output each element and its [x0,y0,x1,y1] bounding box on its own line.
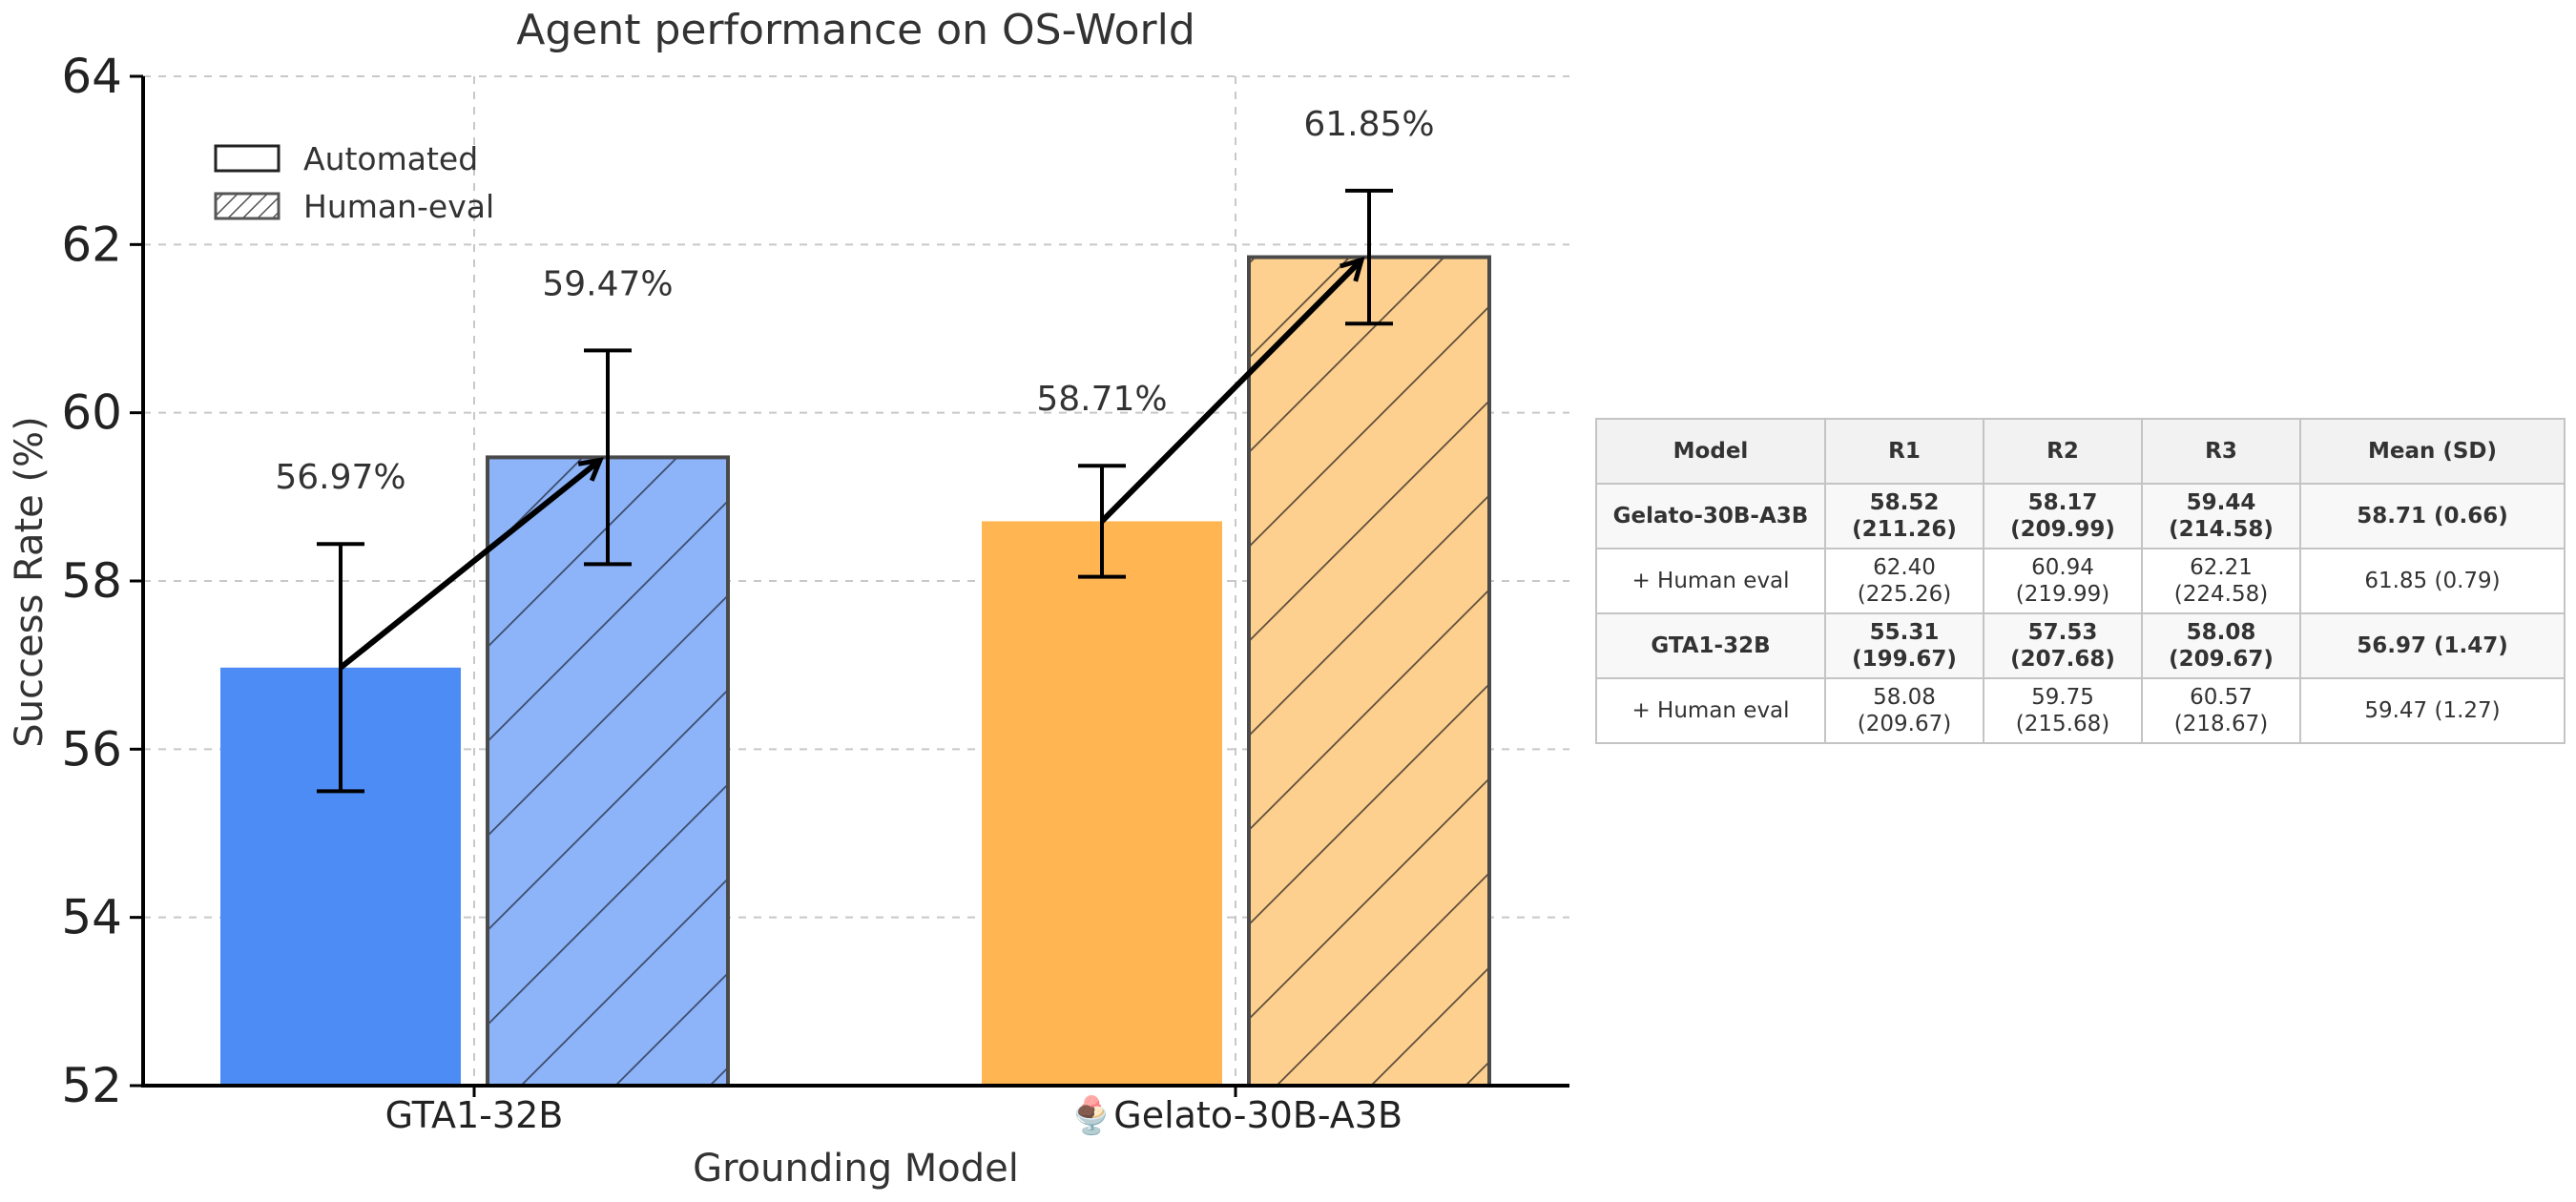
bar-automated [982,521,1222,1086]
legend: Automated Human-eval [214,140,494,225]
bar-human-eval [1247,255,1491,1088]
table-row: + Human eval 62.40 (225.26) 60.94 (219.99)… [1595,548,2566,614]
legend-swatch-automated [214,144,280,173]
legend-swatch-human-eval [214,192,280,220]
table-row: GTA1-32B 55.31 (199.67) 57.53 (207.68) 58.… [1595,612,2566,679]
mean-cell: 58.71 (0.66) [2299,483,2566,549]
value-label: 61.85% [1303,105,1434,144]
mean-cell: 59.47 (1.27) [2299,677,2566,744]
r1-cell: 55.31 (199.67) [1824,612,1984,679]
value-label: 56.97% [275,458,405,497]
x-tick-label: GTA1-32B [385,1094,564,1136]
mean-cell: 61.85 (0.79) [2299,548,2566,614]
value-label: 58.71% [1036,380,1167,419]
value-labels: 56.97% 58.71% 59.47% 61.85% [275,105,1434,497]
value-label: 59.47% [542,264,673,303]
model-cell: + Human eval [1595,677,1826,744]
mean-cell: 56.97 (1.47) [2299,612,2566,679]
table-header-r1: R1 [1824,418,1984,485]
x-tick-label: 🍨Gelato-30B-A3B [1069,1093,1402,1137]
r3-cell: 60.57 (218.67) [2141,677,2301,744]
table-header-model: Model [1595,418,1826,485]
y-axis-label: Success Rate (%) [8,416,52,747]
r3-cell: 59.44 (214.58) [2141,483,2301,549]
table-row: Gelato-30B-A3B 58.52 (211.26) 58.17 (209.9… [1595,483,2566,549]
improvement-arrows [339,260,1361,671]
y-tick-label: 54 [61,890,122,945]
y-tick-label: 58 [61,553,122,609]
r3-cell: 58.08 (209.67) [2141,612,2301,679]
r2-cell: 58.17 (209.99) [1983,483,2143,549]
bars [220,255,1491,1088]
error-bars [317,188,1393,794]
x-ticks: GTA1-32B 🍨Gelato-30B-A3B [385,1086,1402,1137]
y-tick-label: 52 [61,1058,122,1113]
y-tick-label: 64 [61,49,122,104]
improvement-arrow [339,460,600,671]
chart-title: Agent performance on OS-World [516,6,1195,54]
legend-label-human-eval: Human-eval [303,188,494,225]
gridlines [143,75,1569,1086]
results-table: Model R1 R2 R3 Mean (SD) Gelato-30B-A3B … [1595,418,2566,744]
r2-cell: 59.75 (215.68) [1983,677,2143,744]
legend-label-automated: Automated [303,140,478,177]
r1-cell: 58.52 (211.26) [1824,483,1984,549]
y-ticks: 52 54 56 58 60 62 64 [61,49,143,1113]
x-axis-label: Grounding Model [693,1147,1019,1191]
r1-cell: 58.08 (209.67) [1824,677,1984,744]
r2-cell: 60.94 (219.99) [1983,548,2143,614]
r3-cell: 62.21 (224.58) [2141,548,2301,614]
table-header-mean: Mean (SD) [2299,418,2566,485]
y-tick-label: 56 [61,721,122,777]
y-tick-label: 62 [61,217,122,272]
table-header-r2: R2 [1983,418,2143,485]
model-cell: GTA1-32B [1595,612,1826,679]
improvement-arrow [1099,260,1361,524]
table-header-row: Model R1 R2 R3 Mean (SD) [1595,418,2566,485]
r2-cell: 57.53 (207.68) [1983,612,2143,679]
table-row: + Human eval 58.08 (209.67) 59.75 (215.68)… [1595,677,2566,744]
model-cell: + Human eval [1595,548,1826,614]
y-tick-label: 60 [61,385,122,441]
table-header-r3: R3 [2141,418,2301,485]
model-cell: Gelato-30B-A3B [1595,483,1826,549]
r1-cell: 62.40 (225.26) [1824,548,1984,614]
